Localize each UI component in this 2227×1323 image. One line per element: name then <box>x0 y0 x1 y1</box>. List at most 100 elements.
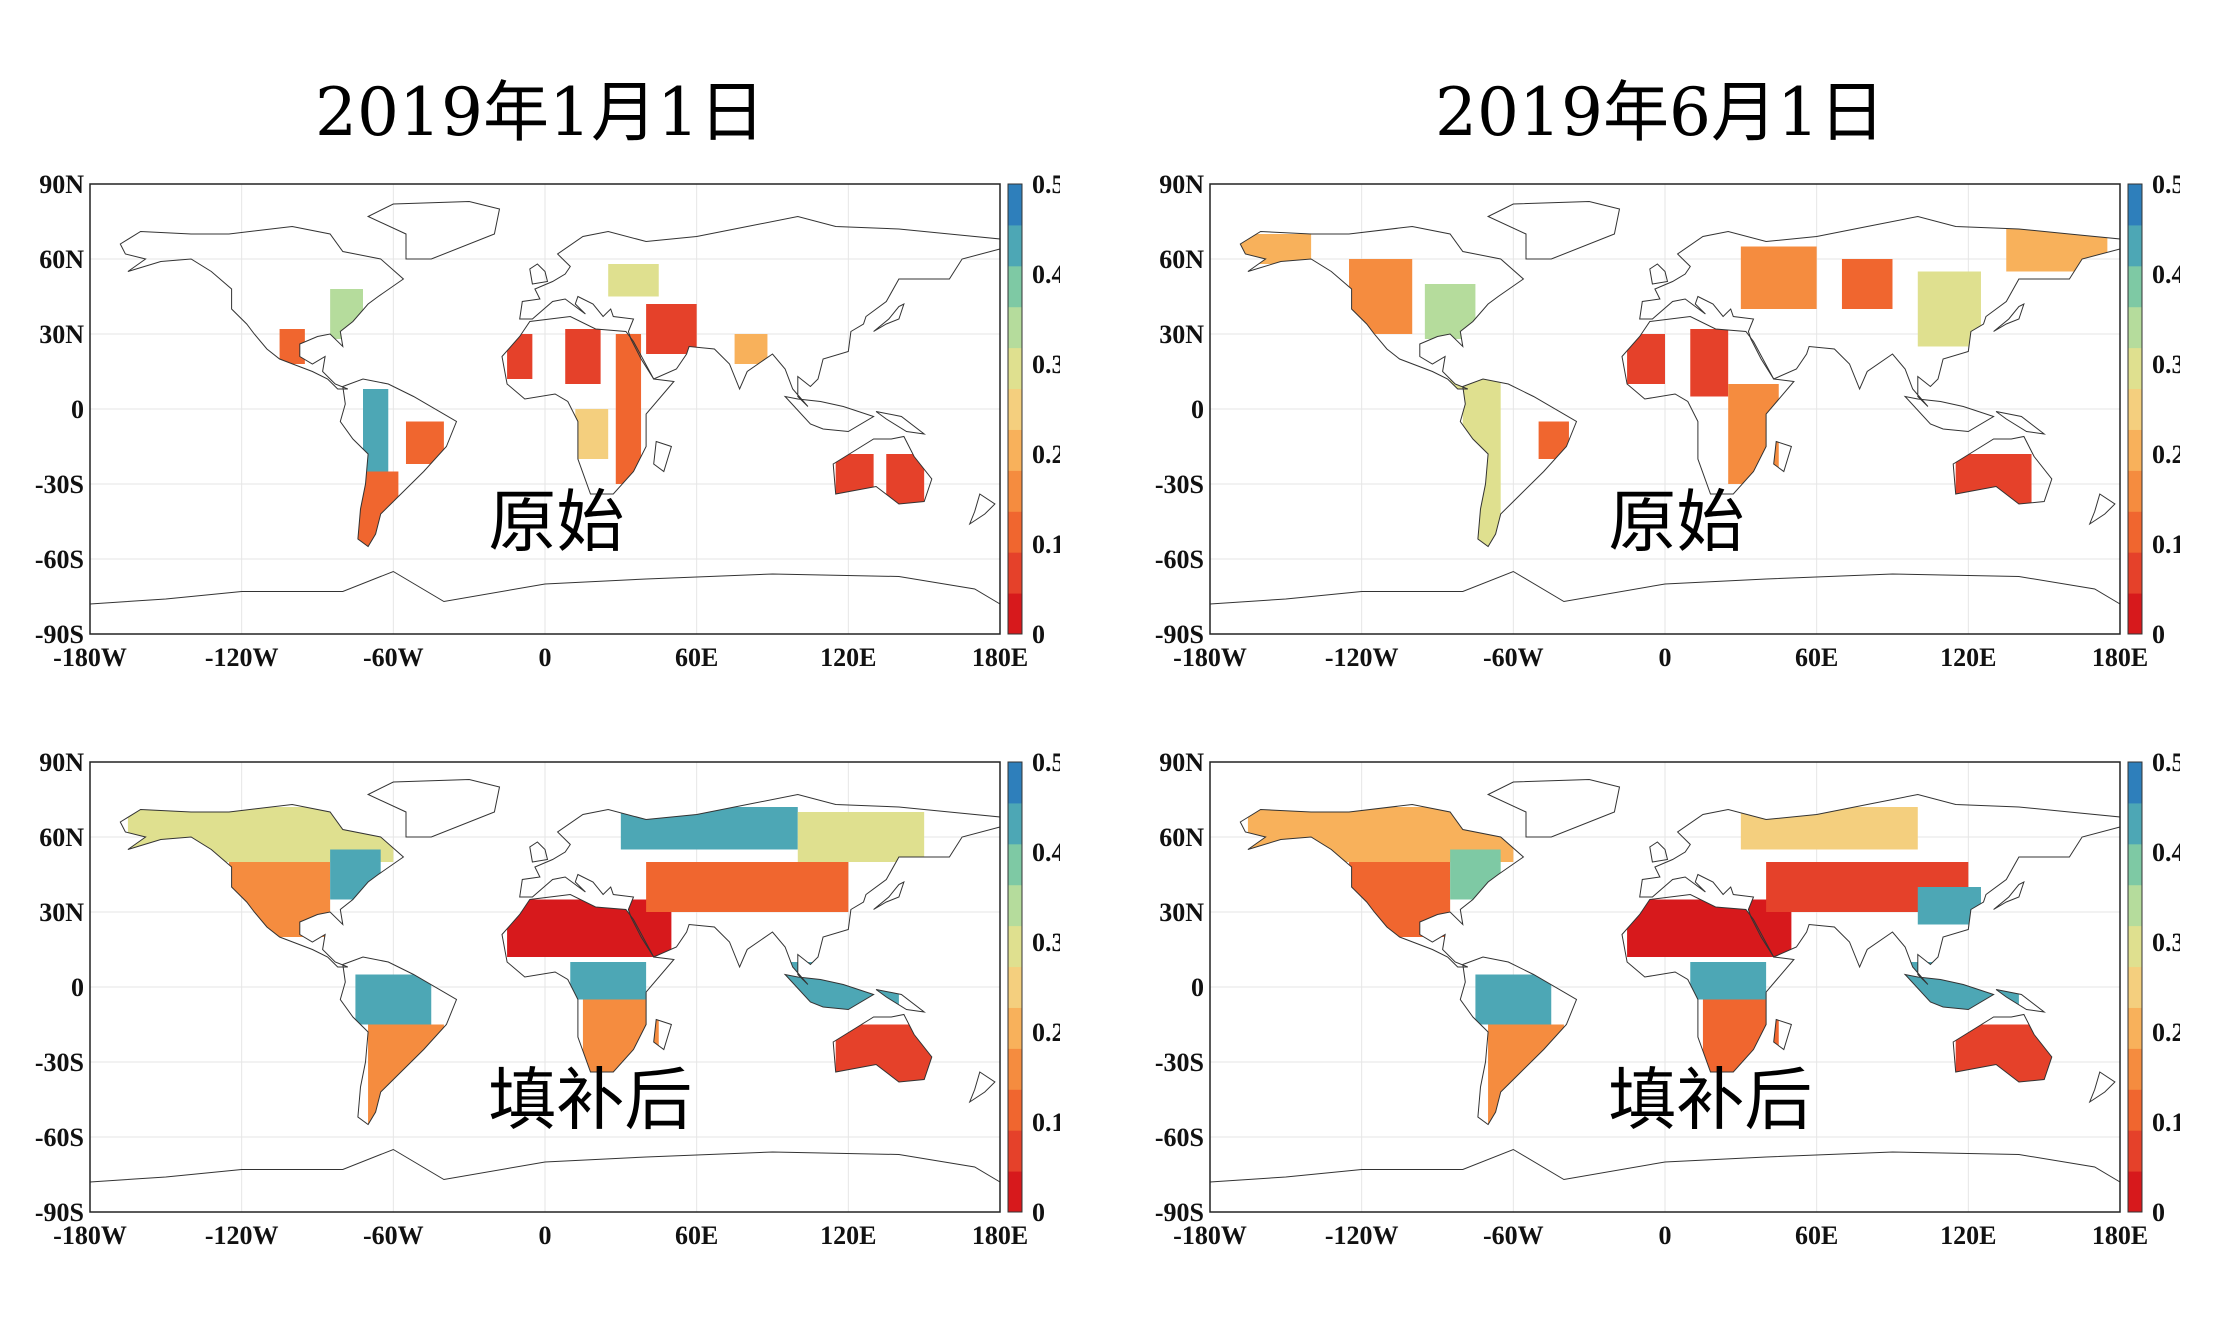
y-tick-label: -60S <box>1155 1123 1204 1152</box>
colorbar-segment <box>1008 762 1022 804</box>
colorbar-segment <box>2128 1007 2142 1049</box>
colorbar-tick-label: 0.1 <box>1032 530 1060 559</box>
map-svg: 90N 60N 30N 0 -30S -60S -90S-180W -120W -60W 0 60E… <box>35 748 1060 1250</box>
x-tick-label: -180W <box>1173 643 1247 672</box>
colorbar-segment <box>1008 347 1022 390</box>
x-tick-label: -180W <box>53 643 127 672</box>
x-tick-label: -180W <box>53 1221 127 1250</box>
coastline-japan <box>1993 303 2025 332</box>
colorbar-segment <box>2128 925 2142 968</box>
coastline-south-america <box>1459 956 1578 1126</box>
coastline-new-zealand <box>2088 1071 2116 1104</box>
x-tick-label: 0 <box>539 643 552 672</box>
data-cell <box>575 409 609 459</box>
colorbar-segment <box>2128 347 2142 390</box>
colorbar-tick-label: 0 <box>2152 1198 2165 1227</box>
x-tick-label: 0 <box>539 1221 552 1250</box>
colorbar-segment <box>2128 762 2142 804</box>
coastline-eurasia <box>519 215 1001 407</box>
x-tick-label: -60W <box>363 643 424 672</box>
y-tick-label: 90N <box>1159 748 1204 777</box>
coastline-greenland <box>366 200 501 260</box>
panel-label: 原始 <box>488 484 624 563</box>
panel-label: 原始 <box>1608 484 1744 563</box>
y-tick-label: -30S <box>35 470 84 499</box>
x-tick-label: 60E <box>675 643 718 672</box>
y-tick-label: -30S <box>1155 1048 1204 1077</box>
colorbar-segment <box>1008 593 1022 635</box>
y-tick-label: 60N <box>1159 823 1204 852</box>
colorbar-segment <box>1008 511 1022 553</box>
colorbar-tick-label: 0 <box>1032 1198 1045 1227</box>
y-tick-label: 30N <box>1159 898 1204 927</box>
data-cell <box>1475 974 1552 1025</box>
map-svg: 90N 60N 30N 0 -30S -60S -90S-180W -120W -60W 0 60E… <box>1155 170 2180 672</box>
x-tick-label: -120W <box>1325 1221 1399 1250</box>
coastline-eurasia <box>519 793 1001 985</box>
data-cell <box>1841 259 1893 309</box>
colorbar-segment <box>1008 802 1022 845</box>
colorbar-tick-label: 0.5 <box>2152 748 2180 777</box>
colorbar-segment <box>2128 306 2142 349</box>
x-tick-label: -60W <box>1483 643 1544 672</box>
column-title-left: 2019年1月1日 <box>315 74 765 151</box>
colorbar-segment <box>1008 925 1022 968</box>
coastline-new-guinea <box>1995 411 2047 435</box>
colorbar-segment <box>1008 429 1022 471</box>
coastline-north-america <box>119 803 405 968</box>
colorbar-segment <box>1008 1007 1022 1049</box>
data-cell <box>797 812 925 862</box>
coastline-north-america <box>1239 225 1525 390</box>
coastline-uk <box>1649 841 1669 863</box>
colorbar-segment <box>1008 884 1022 927</box>
y-tick-label: 0 <box>71 973 84 1002</box>
map-svg: 90N 60N 30N 0 -30S -60S -90S-180W -120W -60W 0 60E… <box>35 170 1060 672</box>
coastline-africa <box>501 893 675 1073</box>
x-tick-label: 60E <box>1795 1221 1838 1250</box>
coastline-new-zealand <box>2088 493 2116 526</box>
y-tick-label: 90N <box>39 170 84 199</box>
y-tick-label: -30S <box>1155 470 1204 499</box>
coastline-north-america <box>1239 803 1525 968</box>
coastline-south-america <box>339 956 458 1126</box>
colorbar-segment <box>2128 265 2142 308</box>
colorbar-tick-label: 0.3 <box>2152 350 2180 379</box>
data-cell <box>565 329 601 384</box>
data-cell <box>615 334 642 484</box>
colorbar-tick-label: 0 <box>1032 620 1045 649</box>
coastline-australia <box>1952 435 2053 505</box>
colorbar-tick-label: 0.1 <box>2152 1108 2180 1137</box>
coastline-new-guinea <box>875 989 927 1013</box>
colorbar-tick-label: 0 <box>2152 620 2165 649</box>
data-cell <box>1690 329 1729 397</box>
map-panel-top-left: 90N 60N 30N 0 -30S -60S -90S -180W -120W -60W 0 60E… <box>20 170 1060 745</box>
colorbar-segment <box>1008 843 1022 886</box>
coastline-africa <box>501 315 675 495</box>
data-cell <box>355 974 432 1025</box>
y-tick-label: 30N <box>39 898 84 927</box>
x-tick-label: 120E <box>820 1221 876 1250</box>
colorbar-tick-label: 0.5 <box>1032 748 1060 777</box>
colorbar-tick-label: 0.3 <box>1032 928 1060 957</box>
coastline-madagascar <box>653 1018 673 1051</box>
colorbar-segment <box>2128 966 2142 1008</box>
colorbar-tick-label: 0.3 <box>1032 350 1060 379</box>
data-cell <box>570 962 647 1000</box>
coastline-greenland <box>366 778 501 838</box>
colorbar-segment <box>2128 224 2142 267</box>
x-tick-label: 60E <box>1795 643 1838 672</box>
colorbar-segment <box>2128 1130 2142 1172</box>
colorbar-segment <box>2128 843 2142 886</box>
colorbar-tick-label: 0.4 <box>2152 838 2180 867</box>
coastline-greenland <box>1486 200 1621 260</box>
y-tick-label: 90N <box>39 748 84 777</box>
colorbar-tick-label: 0.2 <box>2152 440 2180 469</box>
coastline-africa <box>1621 315 1795 495</box>
data-cell <box>1690 962 1767 1000</box>
colorbar-segment <box>1008 388 1022 430</box>
colorbar-frame <box>2127 183 2143 635</box>
coastline-new-zealand <box>968 1071 996 1104</box>
coastline-indonesia <box>783 973 875 1011</box>
x-tick-label: 180E <box>2092 1221 2148 1250</box>
colorbar-segment <box>1008 1171 1022 1213</box>
